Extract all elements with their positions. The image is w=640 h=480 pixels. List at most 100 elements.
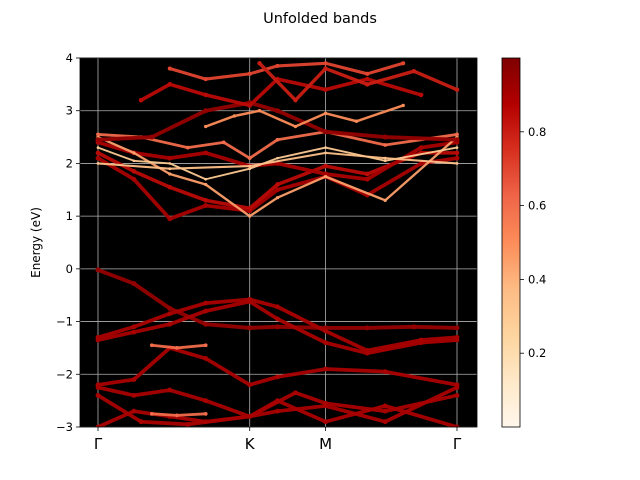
band-point <box>175 413 179 418</box>
band-series <box>95 299 460 356</box>
band-series <box>95 297 460 353</box>
band-point <box>131 408 137 414</box>
band-point <box>454 392 460 398</box>
band-point <box>323 174 328 179</box>
colorbar-ticks: 0.2 0.4 0.6 0.8 <box>520 125 546 360</box>
band-point <box>383 143 388 147</box>
band-point <box>293 390 298 396</box>
band-point <box>131 169 137 174</box>
band-series <box>96 151 459 171</box>
band-point <box>364 171 370 177</box>
band-point <box>454 137 460 143</box>
y-tick-label: 0 <box>66 262 73 276</box>
y-tick-label: −1 <box>56 315 73 329</box>
band-point <box>203 398 209 404</box>
band-point <box>203 343 208 348</box>
band-line <box>96 297 459 353</box>
band-series <box>95 100 460 143</box>
band-point <box>203 77 208 82</box>
band-point <box>138 419 144 425</box>
y-axis-label: Energy (eV) <box>29 207 43 278</box>
plot-background <box>80 58 477 427</box>
band-point <box>95 155 101 161</box>
band-point <box>323 61 328 66</box>
band-point <box>96 132 100 137</box>
band-point <box>131 176 137 182</box>
band-point <box>221 140 226 145</box>
band-point <box>247 156 252 161</box>
band-point <box>274 324 281 330</box>
band-point <box>247 71 252 76</box>
band-line <box>96 299 459 356</box>
band-point <box>454 325 460 331</box>
band-point <box>323 366 328 372</box>
band-point <box>323 87 328 92</box>
band-point <box>167 321 173 327</box>
band-point <box>149 411 154 416</box>
band-point <box>454 150 460 156</box>
band-point <box>401 103 405 108</box>
band-point <box>167 387 173 393</box>
band-line <box>96 151 459 170</box>
band-point <box>149 343 154 348</box>
band-point <box>323 328 328 334</box>
band-point <box>275 316 280 322</box>
band-point <box>323 129 329 135</box>
band-point <box>418 145 424 151</box>
band-point <box>203 356 209 361</box>
colorbar-tick-label: 0.4 <box>528 272 546 286</box>
band-point <box>95 392 101 398</box>
band-point <box>382 369 388 375</box>
band-point <box>293 97 298 103</box>
band-point <box>364 350 370 356</box>
band-series <box>204 103 405 129</box>
band-point <box>365 82 370 87</box>
band-point <box>203 150 209 156</box>
band-point <box>382 419 388 425</box>
band-point <box>168 162 172 165</box>
band-point <box>203 92 209 98</box>
band-point <box>167 311 173 317</box>
band-point <box>323 400 328 406</box>
band-point <box>257 61 262 66</box>
band-point <box>324 146 327 149</box>
band-point <box>455 146 459 149</box>
colorbar <box>501 57 521 428</box>
band-point <box>167 216 173 222</box>
band-point <box>364 325 370 331</box>
band-point <box>185 145 190 150</box>
band-point <box>382 408 388 414</box>
band-series <box>149 411 208 418</box>
y-tick-label: −2 <box>56 367 73 381</box>
y-axis-ticks: −3 −2 −1 0 1 2 3 4 <box>56 51 80 434</box>
band-point <box>454 87 460 92</box>
y-tick-label: 2 <box>66 156 73 170</box>
band-point <box>203 197 209 203</box>
band-point <box>418 340 424 346</box>
band-point <box>411 324 417 330</box>
band-series <box>149 343 208 350</box>
band-line <box>257 61 459 102</box>
band-point <box>95 267 101 273</box>
band-point <box>95 337 101 343</box>
band-point <box>203 300 209 306</box>
band-point <box>203 321 209 327</box>
band-series-group <box>95 61 460 427</box>
band-point <box>132 151 136 155</box>
band-point <box>364 176 370 182</box>
band-point <box>293 124 298 129</box>
band-point <box>204 177 208 181</box>
band-point <box>247 205 253 211</box>
band-point <box>275 196 280 200</box>
band-point <box>275 63 280 68</box>
band-point <box>454 337 460 343</box>
band-line <box>96 140 459 182</box>
kpoint-label: Γ <box>94 435 103 453</box>
band-point <box>454 385 460 390</box>
band-point <box>247 325 253 331</box>
band-point <box>455 132 459 137</box>
band-point <box>132 159 136 163</box>
band-point <box>204 124 208 129</box>
